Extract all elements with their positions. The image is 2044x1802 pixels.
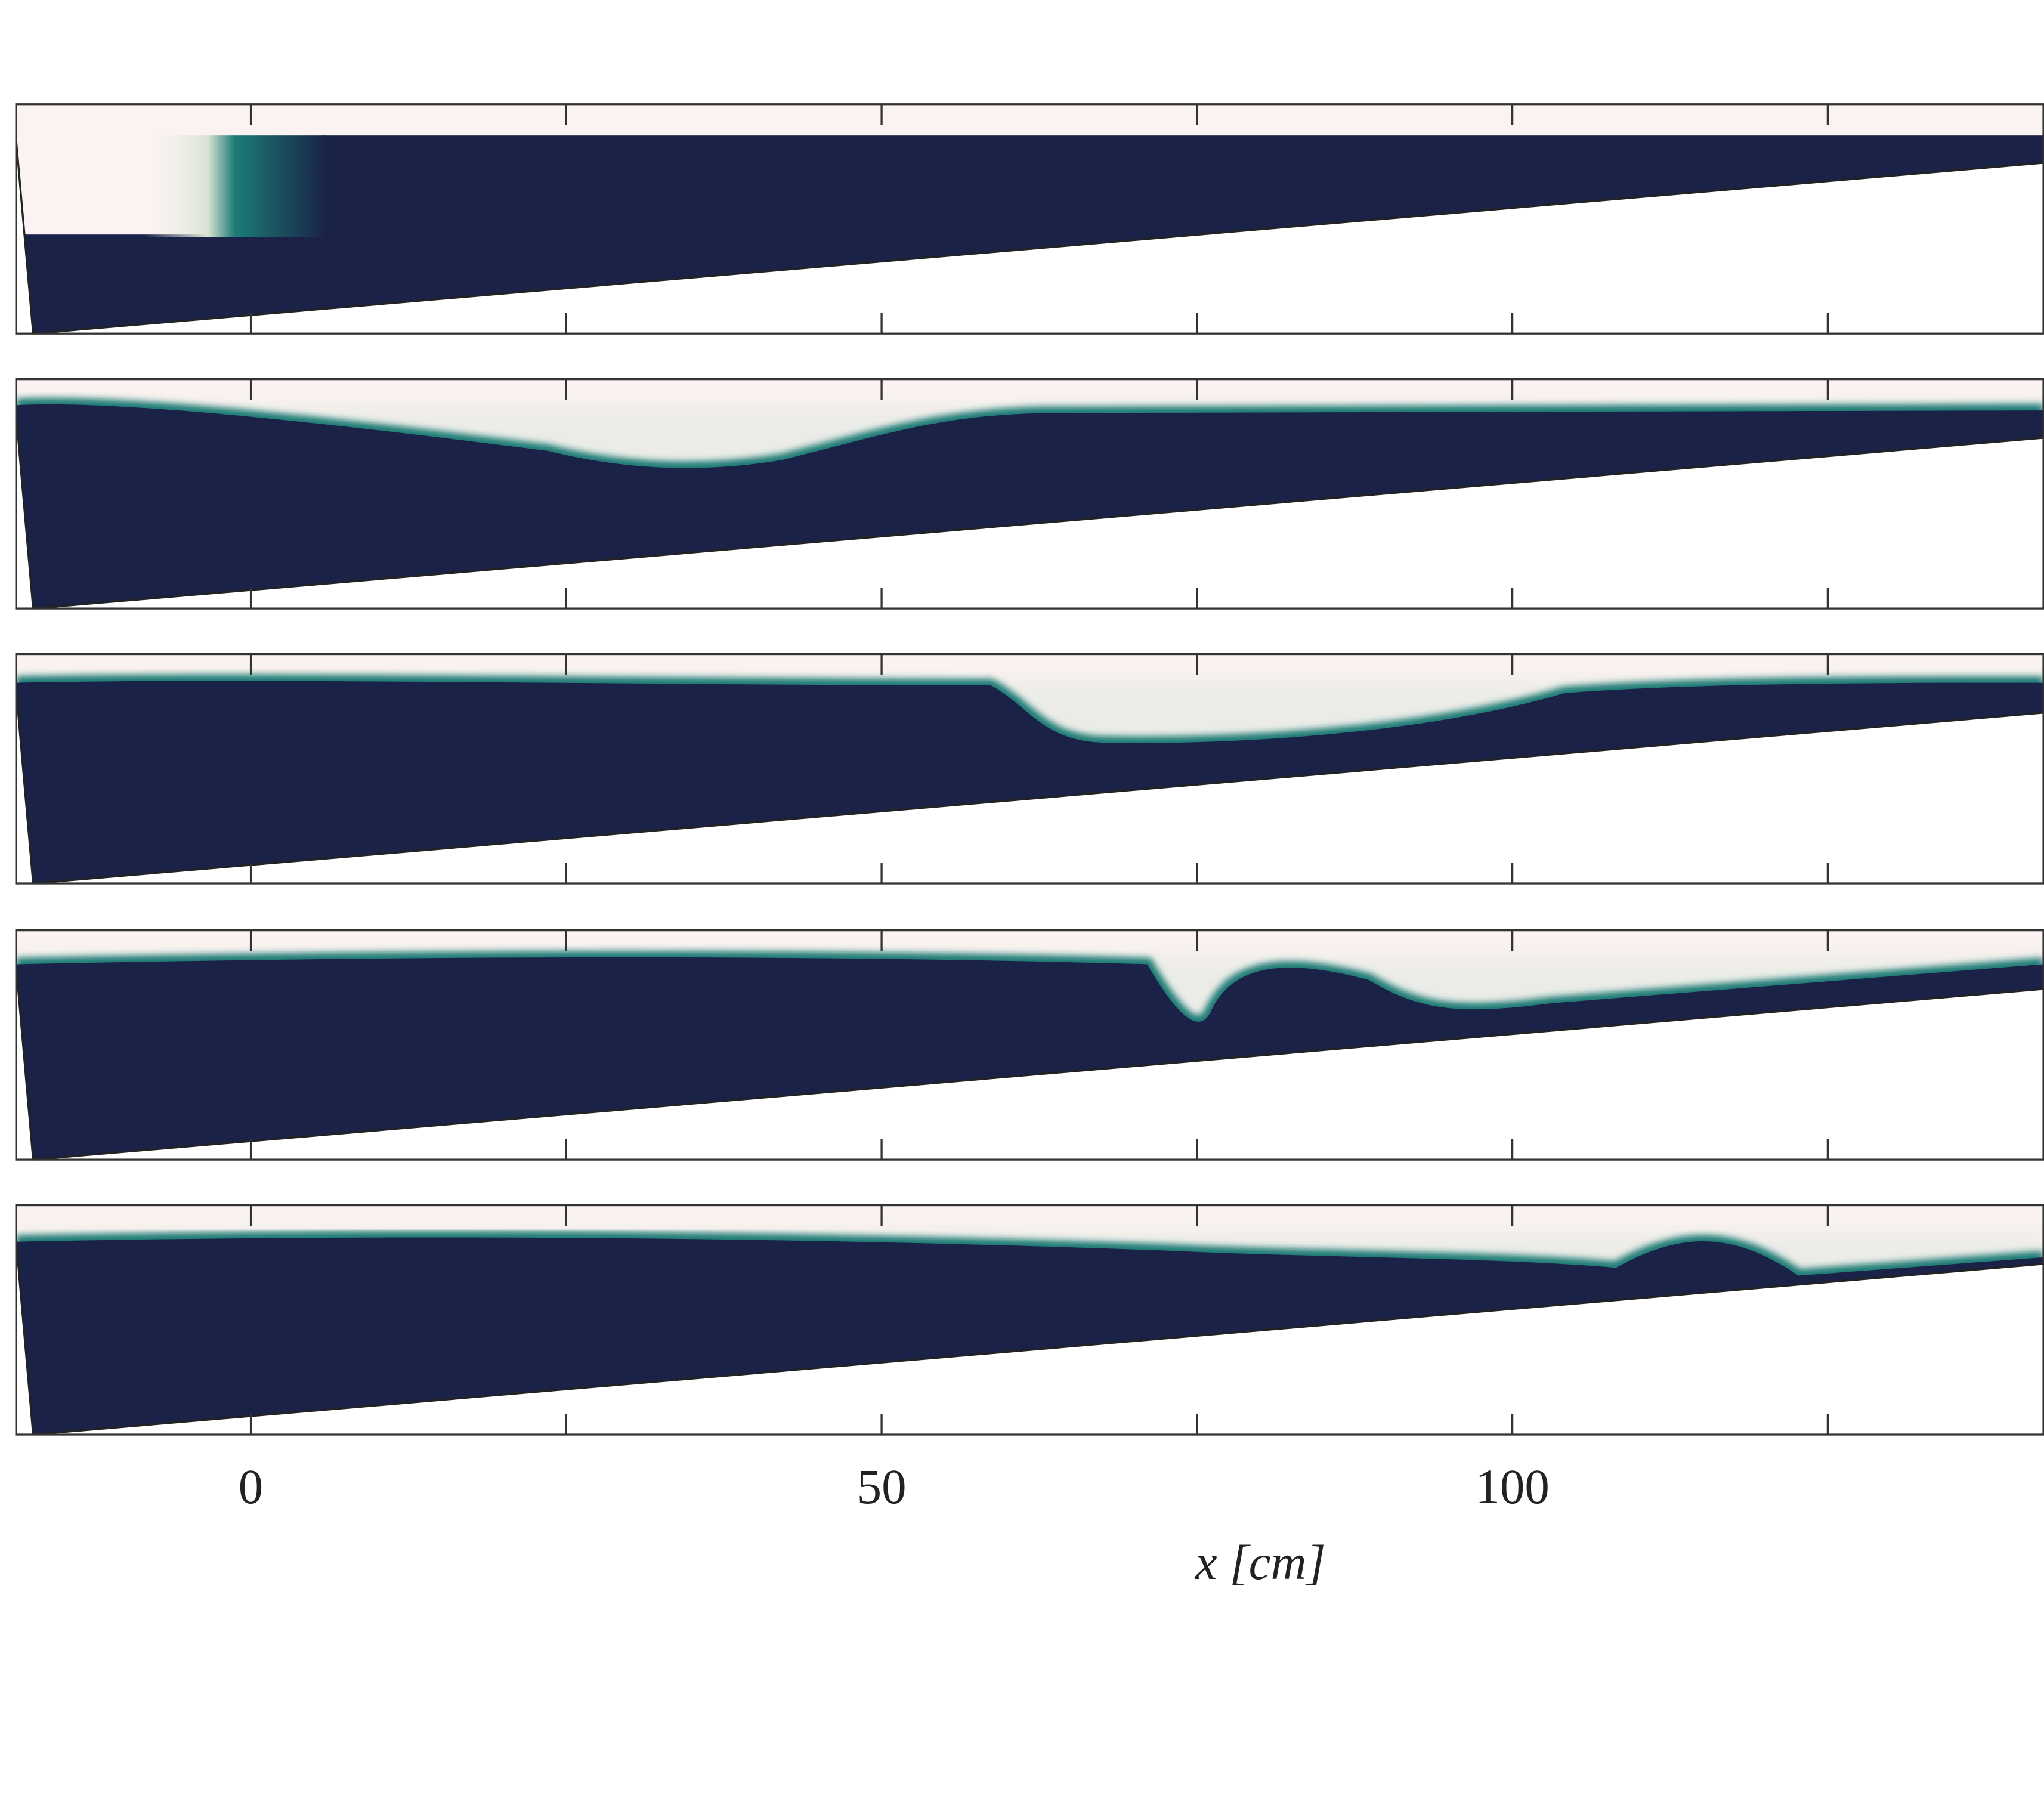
bed [16,143,2044,334]
x-tick-label: 100 [1475,1459,1550,1514]
bed-line [33,162,2044,335]
bed-line [33,437,2044,610]
panel-frame [15,103,2044,335]
bed-line [33,988,2044,1161]
panel-frame [15,378,2044,610]
wall-line [15,140,35,334]
wall-line [15,1241,35,1435]
bed-line [33,712,2044,885]
x-tick-label: 50 [857,1459,907,1514]
panel-frame [15,653,2044,885]
wall-line [15,966,35,1160]
front [144,135,327,237]
panel [15,378,2044,610]
wall-line [15,690,35,884]
panels [15,103,2044,1436]
panel [15,929,2044,1161]
bed [16,418,2044,609]
x-tick-label: 0 [239,1459,264,1514]
panel-field [16,930,2044,1160]
panel-frame [15,929,2044,1161]
bed [16,1244,2044,1435]
panel-field [16,1205,2044,1435]
panel-field [16,379,2044,609]
panel [15,103,2044,335]
panel [15,653,2044,885]
bed-line [33,1263,2044,1436]
bed [16,693,2044,884]
panel-field [16,654,2044,884]
bed [16,969,2044,1160]
panel-frame [15,1204,2044,1436]
x-axis-label: x [cm] [1194,1535,1326,1590]
panel [15,1204,2044,1436]
panel-field [16,104,2044,334]
wall-line [15,415,35,609]
